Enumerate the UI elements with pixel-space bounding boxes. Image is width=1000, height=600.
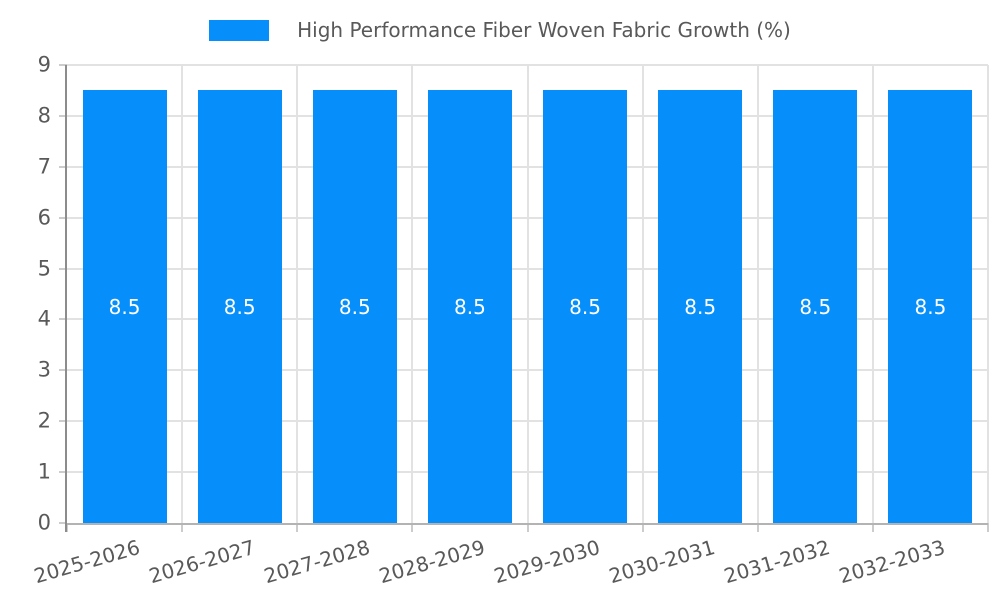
y-tick-label: 0 [37, 510, 51, 535]
v-gridline [871, 65, 874, 523]
bar: 8.5 [888, 90, 973, 523]
bar-label: 8.5 [108, 294, 141, 319]
x-axis-line [67, 523, 988, 525]
y-axis-line [65, 65, 67, 532]
x-tick [181, 523, 184, 532]
x-axis-label: 2030-2031 [606, 535, 718, 589]
bar: 8.5 [197, 90, 282, 523]
y-tick [59, 420, 67, 423]
y-tick-label: 1 [37, 459, 51, 484]
legend-label: High Performance Fiber Woven Fabric Grow… [297, 18, 791, 42]
bar-label: 8.5 [914, 294, 947, 319]
x-axis-label: 2025-2026 [30, 535, 143, 589]
x-axis-label: 2028-2029 [376, 535, 488, 589]
y-tick [59, 216, 67, 219]
plot-area: 0 1 2 3 4 5 6 7 8 9 8.5 8.5 8.5 8.5 8.5 8.5 8.5 8.5 2025-2… [31, 54, 989, 588]
y-tick [59, 318, 67, 321]
y-tick-label: 2 [37, 408, 51, 433]
v-gridline [411, 65, 414, 523]
y-tick [59, 64, 67, 66]
bar: 8.5 [773, 90, 858, 523]
x-tick [987, 523, 989, 532]
bar: 8.5 [82, 90, 167, 523]
v-gridline [756, 65, 759, 523]
y-tick [59, 165, 67, 168]
bar-label: 8.5 [223, 294, 256, 319]
x-axis-label: 2027-2028 [261, 535, 373, 589]
y-tick-label: 3 [37, 357, 51, 382]
v-gridline [641, 65, 644, 523]
bar: 8.5 [427, 90, 512, 523]
y-tick [59, 114, 67, 117]
x-tick [641, 523, 644, 532]
bar-label: 8.5 [338, 294, 371, 319]
y-tick [59, 522, 67, 524]
bar: 8.5 [658, 90, 743, 523]
x-tick [66, 523, 68, 532]
v-gridline [987, 65, 989, 523]
legend-swatch [209, 19, 270, 41]
x-tick [411, 523, 414, 532]
x-axis-label: 2026-2027 [145, 535, 258, 589]
x-tick [871, 523, 874, 532]
x-tick [526, 523, 529, 532]
y-tick-label: 8 [37, 103, 51, 128]
bar: 8.5 [543, 90, 628, 523]
y-tick-label: 4 [37, 306, 51, 331]
x-tick [296, 523, 299, 532]
y-tick-label: 9 [37, 52, 51, 77]
legend[interactable]: High Performance Fiber Woven Fabric Grow… [0, 18, 1000, 42]
bar: 8.5 [312, 90, 397, 523]
y-tick-label: 5 [37, 256, 51, 281]
x-axis-label: 2032-2033 [836, 535, 949, 589]
y-tick [59, 471, 67, 474]
v-gridline [181, 65, 184, 523]
x-axis-label: 2029-2030 [491, 535, 603, 589]
x-axis-label: 2031-2032 [721, 535, 833, 589]
bar-label: 8.5 [454, 294, 486, 319]
y-tick-label: 7 [37, 154, 51, 179]
v-gridline [526, 65, 529, 523]
y-tick-label: 6 [37, 205, 51, 230]
v-gridline [296, 65, 299, 523]
y-tick [59, 369, 67, 372]
bar-label: 8.5 [684, 294, 717, 319]
y-tick [59, 267, 67, 270]
bar-label: 8.5 [569, 294, 601, 319]
bar-label: 8.5 [799, 294, 832, 319]
x-tick [756, 523, 759, 532]
